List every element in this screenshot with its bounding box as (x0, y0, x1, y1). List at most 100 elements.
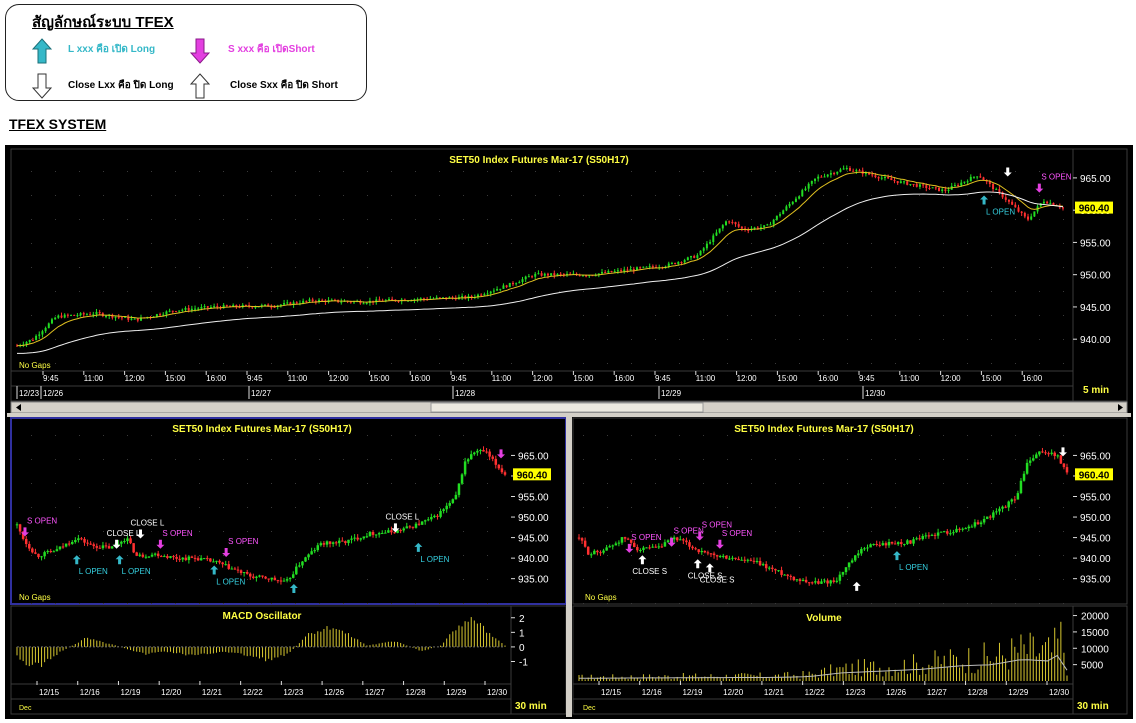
bottom-right-candle (860, 548, 863, 554)
top-candle (209, 307, 212, 309)
bottom-right-candle (1001, 506, 1004, 509)
bottom-right-candle (903, 544, 906, 546)
volume-date-tick-label: 12/22 (805, 688, 826, 697)
bottom-left-candle (64, 543, 68, 547)
scroll-right-arrow-icon[interactable] (1118, 404, 1123, 411)
chart-canvas[interactable]: SET50 Index Futures Mar-17 (S50H17) No G… (7, 147, 1131, 717)
top-candle (690, 256, 693, 258)
bottom-left-candle (37, 553, 40, 558)
top-candle (422, 298, 425, 300)
top-candle (944, 189, 947, 191)
volume-pane[interactable] (572, 605, 1074, 685)
top-candle (534, 273, 537, 277)
bottom-right-candle (777, 570, 780, 572)
bottom-left-candle (24, 538, 28, 545)
bottom-right-candle (798, 579, 802, 582)
macd-date-tick-label: 12/28 (406, 688, 427, 697)
bottom-left-candle (414, 523, 418, 528)
bottom-left-candle (117, 543, 120, 545)
bottom-right-signal-label: S OPEN (722, 529, 752, 538)
bottom-left-signal-magenta-down-arrow-icon (156, 539, 165, 549)
bottom-right-signal-label: S OPEN (674, 527, 704, 536)
top-candle (823, 176, 826, 178)
top-candle (270, 306, 273, 308)
bottom-right-candle (1010, 499, 1014, 502)
top-candle (50, 319, 53, 324)
volume-date-tick-label: 12/30 (1049, 688, 1070, 697)
top-signal-white-down-arrow-icon (1003, 167, 1012, 177)
bottom-left-candle (279, 580, 283, 582)
top-candle (105, 315, 108, 317)
top-candle (66, 314, 69, 316)
bottom-left-signal-label: S OPEN (27, 516, 57, 525)
top-candle (492, 290, 495, 292)
bottom-right-candle (722, 555, 725, 557)
bottom-left-candle (393, 532, 396, 534)
top-candle (705, 243, 708, 249)
scroll-left-arrow-icon[interactable] (16, 404, 21, 411)
top-candle (47, 323, 50, 328)
top-candle (788, 203, 791, 207)
top-candle (232, 305, 235, 307)
bottom-right-candle (737, 558, 740, 561)
bottom-right-candle (939, 531, 943, 533)
top-candle (782, 210, 785, 215)
bottom-right-signal-label: CLOSE S (700, 575, 735, 584)
macd-date-tick-label: 12/16 (80, 688, 101, 697)
top-candle (728, 221, 731, 223)
bottom-right-candle (771, 567, 774, 569)
bottom-left-candle (304, 557, 307, 562)
bottom-right-signal-magenta-down-arrow-icon (715, 539, 724, 549)
bottom-left-candle (252, 576, 255, 578)
top-candle (915, 184, 918, 187)
bottom-right-candle (758, 560, 762, 566)
bottom-left-signal-label: CLOSE L (130, 518, 164, 527)
top-candle (871, 174, 874, 176)
bottom-left-signal-teal-up-arrow-icon (414, 542, 423, 552)
top-candle (470, 296, 473, 298)
bottom-right-candle (869, 544, 872, 548)
top-candle (670, 262, 673, 264)
bottom-left-candle (494, 458, 498, 465)
scrollbar-thumb[interactable] (430, 402, 704, 413)
top-candle (848, 168, 851, 171)
bottom-left-candle (218, 560, 221, 563)
top-candle (314, 301, 317, 303)
bottom-right-candle (651, 546, 654, 548)
bottom-left-candle (261, 575, 264, 577)
top-last-price-tag (1075, 201, 1113, 214)
macd-date-tick-label: 12/30 (487, 688, 508, 697)
bottom-left-candle (411, 526, 415, 528)
bottom-left-signal-label: S OPEN (228, 537, 258, 546)
top-candle (833, 173, 836, 175)
bottom-left-candle (371, 532, 375, 535)
bottom-right-signal-label: L OPEN (899, 563, 928, 572)
bottom-right-candle (835, 580, 839, 582)
bottom-right-candle (629, 539, 633, 543)
bottom-left-candle (110, 546, 114, 549)
top-candle (934, 187, 937, 189)
top-candle (543, 273, 546, 276)
top-signal-label: L OPEN (986, 207, 1015, 216)
top-candle (515, 283, 518, 285)
bottom-right-signal-teal-up-arrow-icon (892, 551, 901, 561)
top-time-tick-label: 11:00 (696, 374, 716, 383)
bottom-right-candle (1035, 454, 1038, 459)
bottom-left-candle (120, 541, 123, 544)
top-time-tick-label: 12:00 (329, 374, 350, 383)
bottom-left-signal-magenta-down-arrow-icon (222, 547, 231, 557)
bottom-left-candle (334, 542, 338, 544)
top-time-tick-label: 12:00 (737, 374, 758, 383)
top-candle (461, 296, 464, 298)
top-candle (171, 310, 174, 312)
bottom-right-candle (817, 581, 820, 584)
macd-date-tick-label: 12/20 (161, 688, 182, 697)
top-candle (54, 317, 57, 320)
bottom-left-candle (476, 450, 479, 453)
top-candle (960, 182, 963, 186)
bottom-left-candle (178, 558, 181, 560)
bottom-right-candle (823, 580, 826, 582)
bottom-right-candle (857, 553, 860, 556)
volume-average-line (578, 654, 1068, 679)
top-candle (988, 181, 991, 185)
